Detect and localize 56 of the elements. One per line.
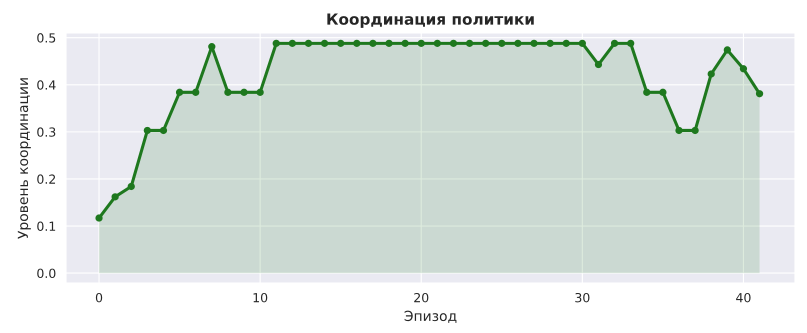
x-axis-title: Эпизод: [404, 310, 456, 323]
x-tick-label: 10: [254, 292, 268, 302]
point: [337, 40, 344, 47]
point: [578, 40, 586, 47]
x-tick-label: 30: [575, 292, 590, 302]
point: [514, 40, 522, 47]
point: [594, 60, 602, 68]
point: [369, 40, 377, 47]
point: [320, 40, 328, 47]
point: [546, 40, 554, 47]
point: [272, 40, 280, 47]
point: [192, 88, 200, 96]
point: [288, 40, 296, 47]
point: [530, 40, 538, 47]
y-tick-label: 0.0: [37, 268, 56, 278]
y-tick-label: 0.3: [37, 127, 56, 137]
point: [659, 88, 667, 96]
point: [643, 88, 650, 96]
point: [95, 214, 103, 222]
x-tick-label: 20: [414, 292, 428, 302]
point: [740, 65, 748, 72]
x-tick-label: 40: [736, 292, 751, 302]
point: [675, 126, 683, 134]
point: [610, 40, 618, 47]
point: [691, 126, 699, 134]
x-tick-label: 0: [96, 292, 102, 302]
point: [627, 40, 634, 47]
chart-title: Координация политики: [327, 14, 534, 28]
point: [562, 40, 570, 47]
y-tick-label: 0.4: [37, 80, 56, 90]
point: [144, 126, 151, 134]
point: [450, 40, 458, 47]
point: [256, 88, 264, 96]
point: [708, 70, 715, 78]
point: [304, 40, 312, 47]
point: [482, 40, 490, 47]
point: [176, 88, 184, 96]
point: [208, 43, 216, 50]
y-tick-label: 0.2: [37, 174, 56, 184]
point: [401, 40, 409, 47]
point: [353, 40, 360, 47]
point: [466, 40, 474, 47]
y-tick-label: 0.5: [37, 33, 56, 43]
point: [128, 182, 135, 190]
point: [240, 88, 248, 96]
point: [498, 40, 506, 47]
point: [434, 40, 441, 47]
y-axis-title: Уровень координации: [18, 78, 31, 239]
point: [756, 90, 764, 98]
point: [111, 193, 119, 200]
point: [418, 40, 425, 47]
point: [724, 46, 731, 54]
point: [224, 88, 232, 96]
point: [160, 126, 168, 134]
point: [385, 40, 393, 47]
y-tick-label: 0.1: [37, 222, 56, 231]
